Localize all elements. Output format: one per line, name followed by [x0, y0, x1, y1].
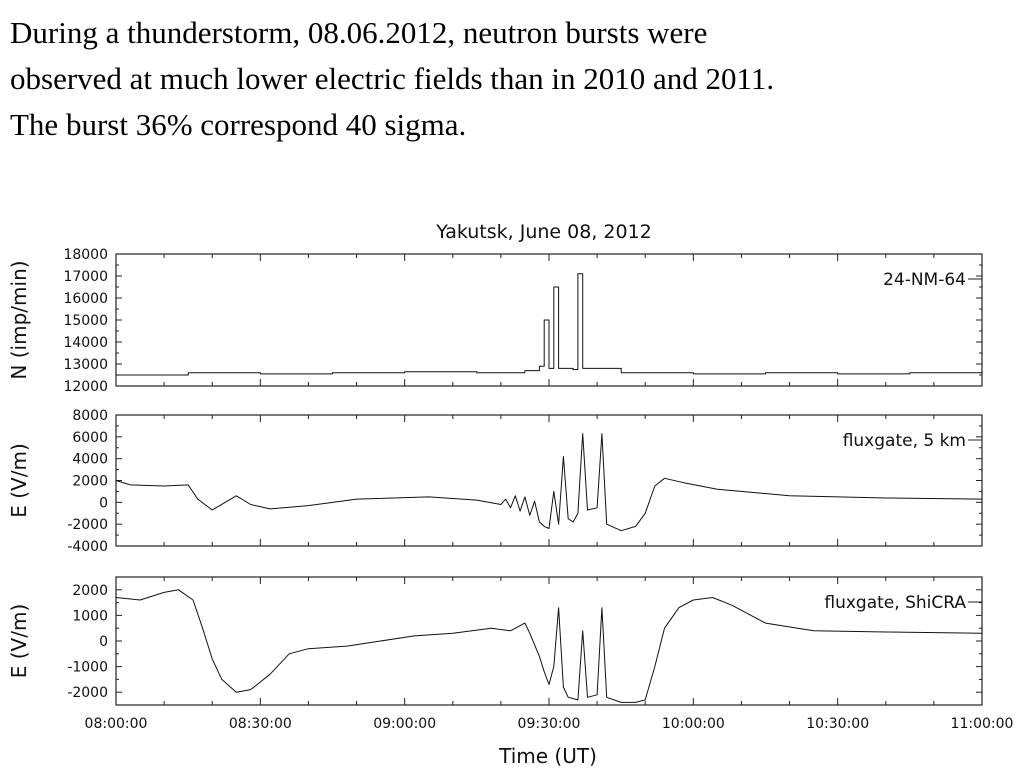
x-tick-label: 09:30:00 [518, 716, 581, 732]
x-tick-label: 09:00:00 [373, 716, 436, 732]
x-axis-label: Time (UT) [498, 744, 597, 768]
y-tick-label: -2000 [67, 685, 108, 701]
y-tick-label: 17000 [63, 269, 108, 285]
x-tick-label: 10:00:00 [662, 716, 725, 732]
y-tick-label: 4000 [72, 452, 108, 468]
x-tick-label: 10:30:00 [806, 716, 869, 732]
y-tick-label: 2000 [72, 583, 108, 599]
y-tick-label: 0 [99, 634, 108, 650]
y-tick-label: 13000 [63, 357, 108, 373]
y-tick-label: 6000 [72, 430, 108, 446]
y-tick-label: 0 [99, 495, 108, 511]
series-line-neutron [116, 273, 983, 376]
y-tick-label: 1000 [72, 608, 108, 624]
y-axis-label: E (V/m) [7, 443, 31, 518]
panel-neutron: 12000 13000 14000 15000 16000 17000 18000 N (im… [7, 247, 983, 395]
chart-title: Yakutsk, June 08, 2012 [435, 221, 652, 243]
y-tick-label: 2000 [72, 474, 108, 490]
slide-line-3: The burst 36% correspond 40 sigma. [10, 107, 467, 142]
y-axis-label: E (V/m) [7, 604, 31, 679]
slide-text: During a thunderstorm, 08.06.2012, neutr… [10, 10, 1014, 148]
legend-label: fluxgate, 5 km [843, 431, 966, 451]
chart-panels: 12000 13000 14000 15000 16000 17000 18000 N (im… [7, 247, 983, 706]
legend-label: 24-NM-64 [883, 270, 966, 290]
y-tick-label: 18000 [63, 247, 108, 263]
y-tick-label: -2000 [67, 517, 108, 533]
y-tick-label: -1000 [67, 660, 108, 676]
y-tick-label: 16000 [63, 291, 108, 307]
x-tick-label: 11:00:00 [951, 716, 1014, 732]
series-line-field_5km [115, 433, 983, 532]
y-tick-label: -4000 [67, 539, 108, 555]
y-axis-label: N (imp/min) [7, 260, 31, 379]
series-line-field_shicra [115, 589, 983, 703]
y-tick-label: 15000 [63, 313, 108, 329]
slide-line-2: observed at much lower electric fields t… [10, 61, 775, 96]
x-axis: 08:00:00 08:30:00 09:00:00 09:30:00 10:00:00… [85, 716, 1014, 732]
y-tick-label: 14000 [63, 335, 108, 351]
panel-field_5km: -4000 -2000 0 2000 4000 6000 8000 E (V/m) fluxga… [7, 408, 983, 555]
x-tick-label: 08:00:00 [85, 716, 148, 732]
legend-label: fluxgate, ShiCRA [824, 593, 966, 613]
y-tick-label: 12000 [63, 379, 108, 395]
panel-field_shicra: -2000 -1000 0 1000 2000 E (V/m) fluxgate, ShiC… [7, 576, 983, 706]
y-tick-label: 8000 [72, 408, 108, 424]
slide-line-1: During a thunderstorm, 08.06.2012, neutr… [10, 15, 708, 50]
x-tick-label: 08:30:00 [229, 716, 292, 732]
